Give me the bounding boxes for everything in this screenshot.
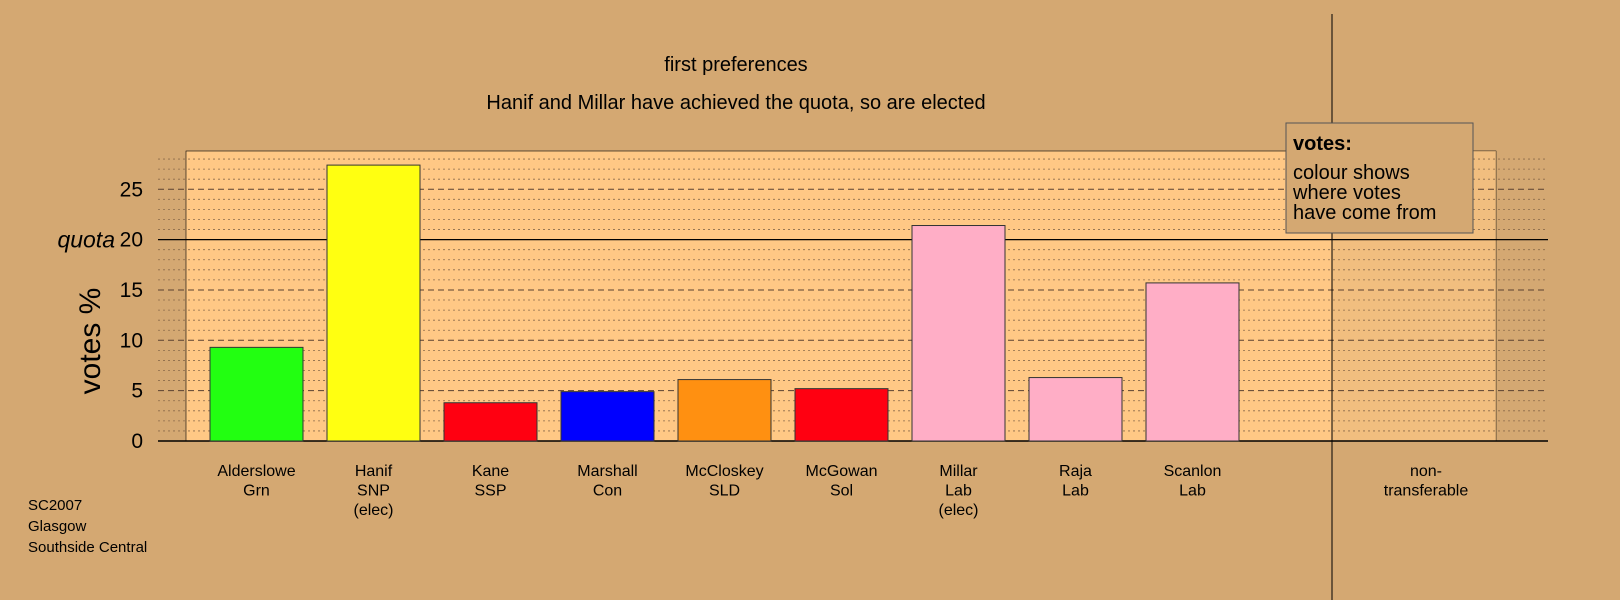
x-tick-label: Hanif (355, 463, 393, 480)
ward-name: Southside Central (28, 539, 148, 556)
x-tick-label: Raja (1059, 463, 1092, 480)
x-tick-label: Grn (243, 483, 270, 500)
y-tick-label: 20 (120, 229, 143, 252)
bar-mcgowan (794, 388, 889, 442)
x-tick-label: SSP (474, 483, 506, 500)
bar-millar (911, 225, 1006, 442)
bar-alderslowe (209, 346, 304, 442)
y-tick-label: 5 (131, 380, 143, 403)
x-tick-label: SNP (357, 483, 390, 500)
x-tick-label: Scanlon (1164, 463, 1222, 480)
nontransferable-label: non- (1410, 463, 1442, 480)
bar-mccloskey (677, 379, 772, 442)
bar-scanlon (1145, 282, 1240, 442)
x-tick-label: Con (593, 483, 622, 500)
x-tick-label: (elec) (938, 502, 978, 519)
election-code: SC2007 (28, 497, 83, 514)
x-tick-label: Lab (945, 483, 972, 500)
x-tick-label: SLD (709, 483, 740, 500)
x-tick-label: Lab (1179, 483, 1206, 500)
legend-title: votes: (1293, 133, 1352, 155)
x-tick-label: Marshall (577, 463, 637, 480)
x-tick-label: Millar (939, 463, 978, 480)
chart-title: first preferences (664, 54, 807, 76)
bar-hanif (326, 164, 421, 442)
x-tick-label: McGowan (805, 463, 877, 480)
x-tick-label: (elec) (353, 502, 393, 519)
legend-box (1285, 122, 1474, 234)
x-tick-label: Sol (830, 483, 853, 500)
nontransferable-label: transferable (1384, 483, 1469, 500)
x-tick-label: McCloskey (685, 463, 763, 480)
city-name: Glasgow (28, 518, 87, 535)
quota-label: quota (57, 227, 115, 253)
x-tick-label: Kane (472, 463, 509, 480)
legend-text: have come from (1293, 202, 1436, 224)
bar-raja (1028, 377, 1123, 442)
bar-kane (443, 402, 538, 442)
legend-text: where votes (1292, 182, 1401, 204)
y-axis-label: votes % (74, 288, 107, 395)
y-tick-label: 25 (120, 178, 143, 201)
bar-marshall (560, 391, 655, 442)
x-tick-label: Lab (1062, 483, 1089, 500)
y-tick-label: 0 (131, 430, 143, 453)
x-tick-label: Alderslowe (217, 463, 295, 480)
y-tick-label: 10 (120, 329, 143, 352)
chart-subtitle: Hanif and Millar have achieved the quota… (486, 92, 985, 114)
legend-text: colour shows (1293, 162, 1410, 184)
y-tick-label: 15 (120, 279, 143, 302)
